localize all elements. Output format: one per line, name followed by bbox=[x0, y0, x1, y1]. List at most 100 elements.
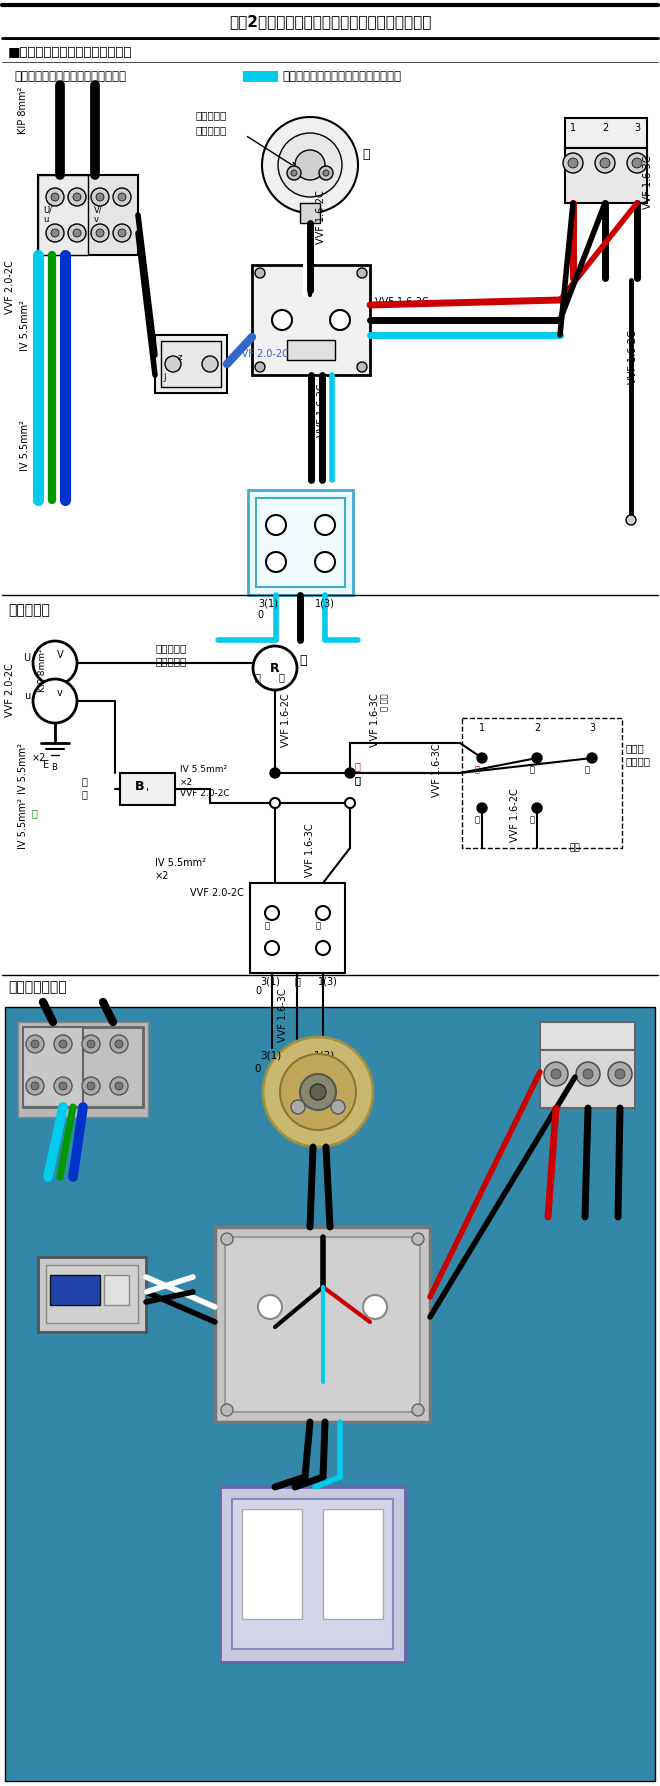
Circle shape bbox=[113, 223, 131, 241]
Text: ×2: ×2 bbox=[180, 779, 193, 788]
Text: u: u bbox=[43, 216, 48, 225]
Bar bbox=[18, 1022, 148, 1116]
Text: 3: 3 bbox=[634, 123, 640, 132]
Bar bbox=[5, 1007, 655, 1781]
Bar bbox=[161, 341, 221, 388]
Circle shape bbox=[91, 188, 109, 205]
Bar bbox=[250, 882, 345, 973]
Text: z: z bbox=[178, 354, 182, 363]
Text: 0: 0 bbox=[254, 1064, 261, 1073]
Circle shape bbox=[357, 363, 367, 371]
Text: イ: イ bbox=[362, 148, 370, 161]
Circle shape bbox=[316, 906, 330, 920]
Circle shape bbox=[600, 157, 610, 168]
Text: の端子に白: の端子に白 bbox=[155, 655, 186, 666]
Circle shape bbox=[595, 154, 615, 173]
Circle shape bbox=[33, 679, 77, 723]
Text: v: v bbox=[94, 216, 99, 225]
Text: 1(3): 1(3) bbox=[314, 1050, 335, 1061]
Text: IV 5.5mm²: IV 5.5mm² bbox=[20, 420, 30, 472]
Text: 受金ねじ部: 受金ねじ部 bbox=[195, 111, 226, 120]
Circle shape bbox=[113, 188, 131, 205]
Circle shape bbox=[46, 223, 64, 241]
Text: 0: 0 bbox=[257, 611, 263, 620]
Text: E: E bbox=[43, 761, 49, 770]
Circle shape bbox=[266, 552, 286, 572]
Circle shape bbox=[115, 1082, 123, 1089]
Bar bbox=[215, 1227, 430, 1422]
Text: VVF 1.6-2C: VVF 1.6-2C bbox=[510, 788, 520, 841]
Bar bbox=[462, 718, 622, 848]
Circle shape bbox=[221, 1404, 233, 1416]
Bar bbox=[38, 1257, 146, 1332]
Bar bbox=[300, 204, 320, 223]
Text: U: U bbox=[24, 654, 30, 663]
Text: 黒: 黒 bbox=[355, 775, 361, 786]
Bar bbox=[256, 498, 345, 588]
Bar bbox=[155, 336, 227, 393]
Text: 小: 小 bbox=[315, 922, 321, 931]
Text: 赤: 赤 bbox=[475, 764, 480, 773]
Text: VVF 2.0-2C: VVF 2.0-2C bbox=[180, 789, 230, 798]
Text: 0: 0 bbox=[255, 986, 261, 997]
Circle shape bbox=[310, 1084, 326, 1100]
Circle shape bbox=[96, 229, 104, 238]
Text: 【概念図】図中の電線色別のうち、: 【概念図】図中の電線色別のうち、 bbox=[14, 70, 126, 82]
Circle shape bbox=[608, 1063, 632, 1086]
Text: 1: 1 bbox=[570, 123, 576, 132]
Text: 令和2年度第一種技能試験の解答　候補Ｎｏ．２: 令和2年度第一種技能試験の解答 候補Ｎｏ．２ bbox=[229, 14, 431, 30]
Circle shape bbox=[118, 193, 126, 202]
Text: 黒: 黒 bbox=[585, 764, 590, 773]
Circle shape bbox=[477, 754, 487, 763]
Circle shape bbox=[110, 1077, 128, 1095]
Circle shape bbox=[632, 157, 642, 168]
Circle shape bbox=[202, 355, 218, 371]
Text: 黒 白赤: 黒 白赤 bbox=[380, 693, 389, 711]
Circle shape bbox=[265, 906, 279, 920]
Text: 受金ねじ部: 受金ねじ部 bbox=[155, 643, 186, 654]
Circle shape bbox=[54, 1036, 72, 1054]
Circle shape bbox=[532, 804, 542, 813]
Circle shape bbox=[568, 157, 578, 168]
Circle shape bbox=[287, 166, 301, 180]
Circle shape bbox=[68, 188, 86, 205]
Bar bbox=[242, 1509, 302, 1618]
Circle shape bbox=[54, 1077, 72, 1095]
Circle shape bbox=[544, 1063, 568, 1086]
Circle shape bbox=[315, 552, 335, 572]
Bar bbox=[243, 71, 278, 82]
Circle shape bbox=[115, 1039, 123, 1048]
Circle shape bbox=[221, 1232, 233, 1245]
Circle shape bbox=[26, 1036, 44, 1054]
Circle shape bbox=[345, 798, 355, 807]
Circle shape bbox=[551, 1070, 561, 1079]
Bar bbox=[540, 1050, 635, 1107]
Text: 白: 白 bbox=[254, 672, 260, 682]
Circle shape bbox=[270, 798, 280, 807]
Circle shape bbox=[262, 118, 358, 213]
Circle shape bbox=[357, 268, 367, 279]
Bar bbox=[120, 773, 175, 805]
Circle shape bbox=[258, 1295, 282, 1320]
Circle shape bbox=[253, 647, 297, 689]
Bar bbox=[38, 175, 138, 255]
Circle shape bbox=[295, 150, 325, 180]
Circle shape bbox=[532, 754, 542, 763]
Text: ×2: ×2 bbox=[32, 754, 46, 763]
Text: 白: 白 bbox=[355, 775, 361, 786]
Circle shape bbox=[59, 1039, 67, 1048]
Text: コネクタ: コネクタ bbox=[625, 755, 650, 766]
Bar bbox=[252, 264, 370, 375]
Circle shape bbox=[255, 363, 265, 371]
Circle shape bbox=[291, 170, 297, 177]
Text: の端子に白: の端子に白 bbox=[195, 125, 226, 136]
Text: V: V bbox=[57, 650, 63, 661]
Text: 2: 2 bbox=[602, 123, 608, 132]
Circle shape bbox=[82, 1036, 100, 1054]
Circle shape bbox=[46, 188, 64, 205]
Text: U/: U/ bbox=[43, 205, 52, 214]
Circle shape bbox=[270, 768, 280, 779]
Text: 赤: 赤 bbox=[355, 761, 361, 772]
Text: VVF 1.6-3C: VVF 1.6-3C bbox=[375, 296, 428, 307]
Bar bbox=[38, 175, 88, 255]
